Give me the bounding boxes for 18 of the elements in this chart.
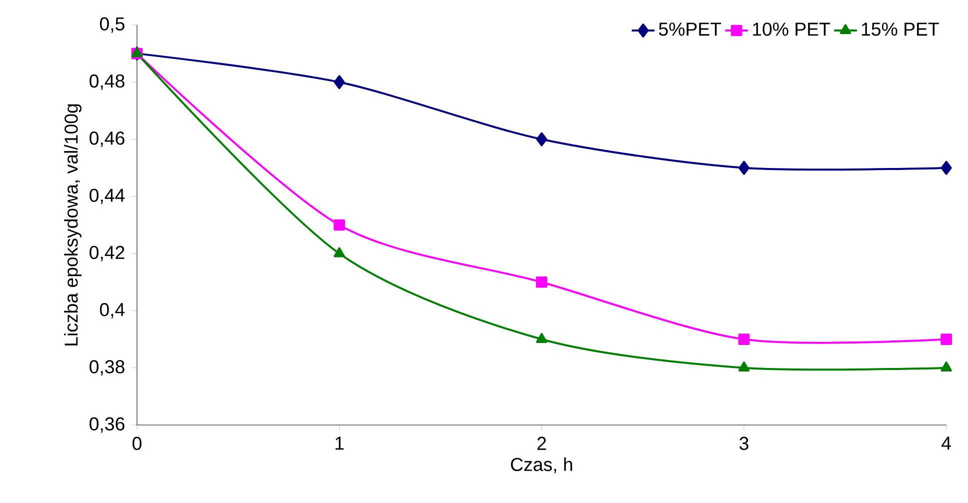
y-tick-label: 0,46 [90, 132, 124, 147]
y-axis-title: Liczba epoksydowa, val/100g [64, 104, 82, 346]
x-tick-label: 2 [537, 436, 546, 450]
legend-label: 15% PET [862, 22, 939, 36]
y-tick-label: 0,4 [100, 302, 125, 318]
y-tick-label: 0,38 [90, 360, 124, 376]
y-tick-label: 0,48 [90, 74, 124, 90]
x-tick-label: 4 [942, 436, 951, 450]
x-tick-label: 0 [132, 436, 142, 450]
y-tick-label: 0,42 [90, 246, 124, 262]
x-tick-label: 3 [740, 436, 748, 450]
y-tick-label: 0,5 [100, 17, 124, 33]
legend-label: 5%PET [658, 22, 722, 36]
y-tick-label: 0,36 [90, 417, 124, 433]
legend-label: 10% PET [753, 22, 830, 36]
x-axis-title: Czas, h [510, 457, 572, 474]
x-tick-label: 1 [336, 436, 344, 450]
y-tick-label: 0,44 [90, 188, 125, 204]
